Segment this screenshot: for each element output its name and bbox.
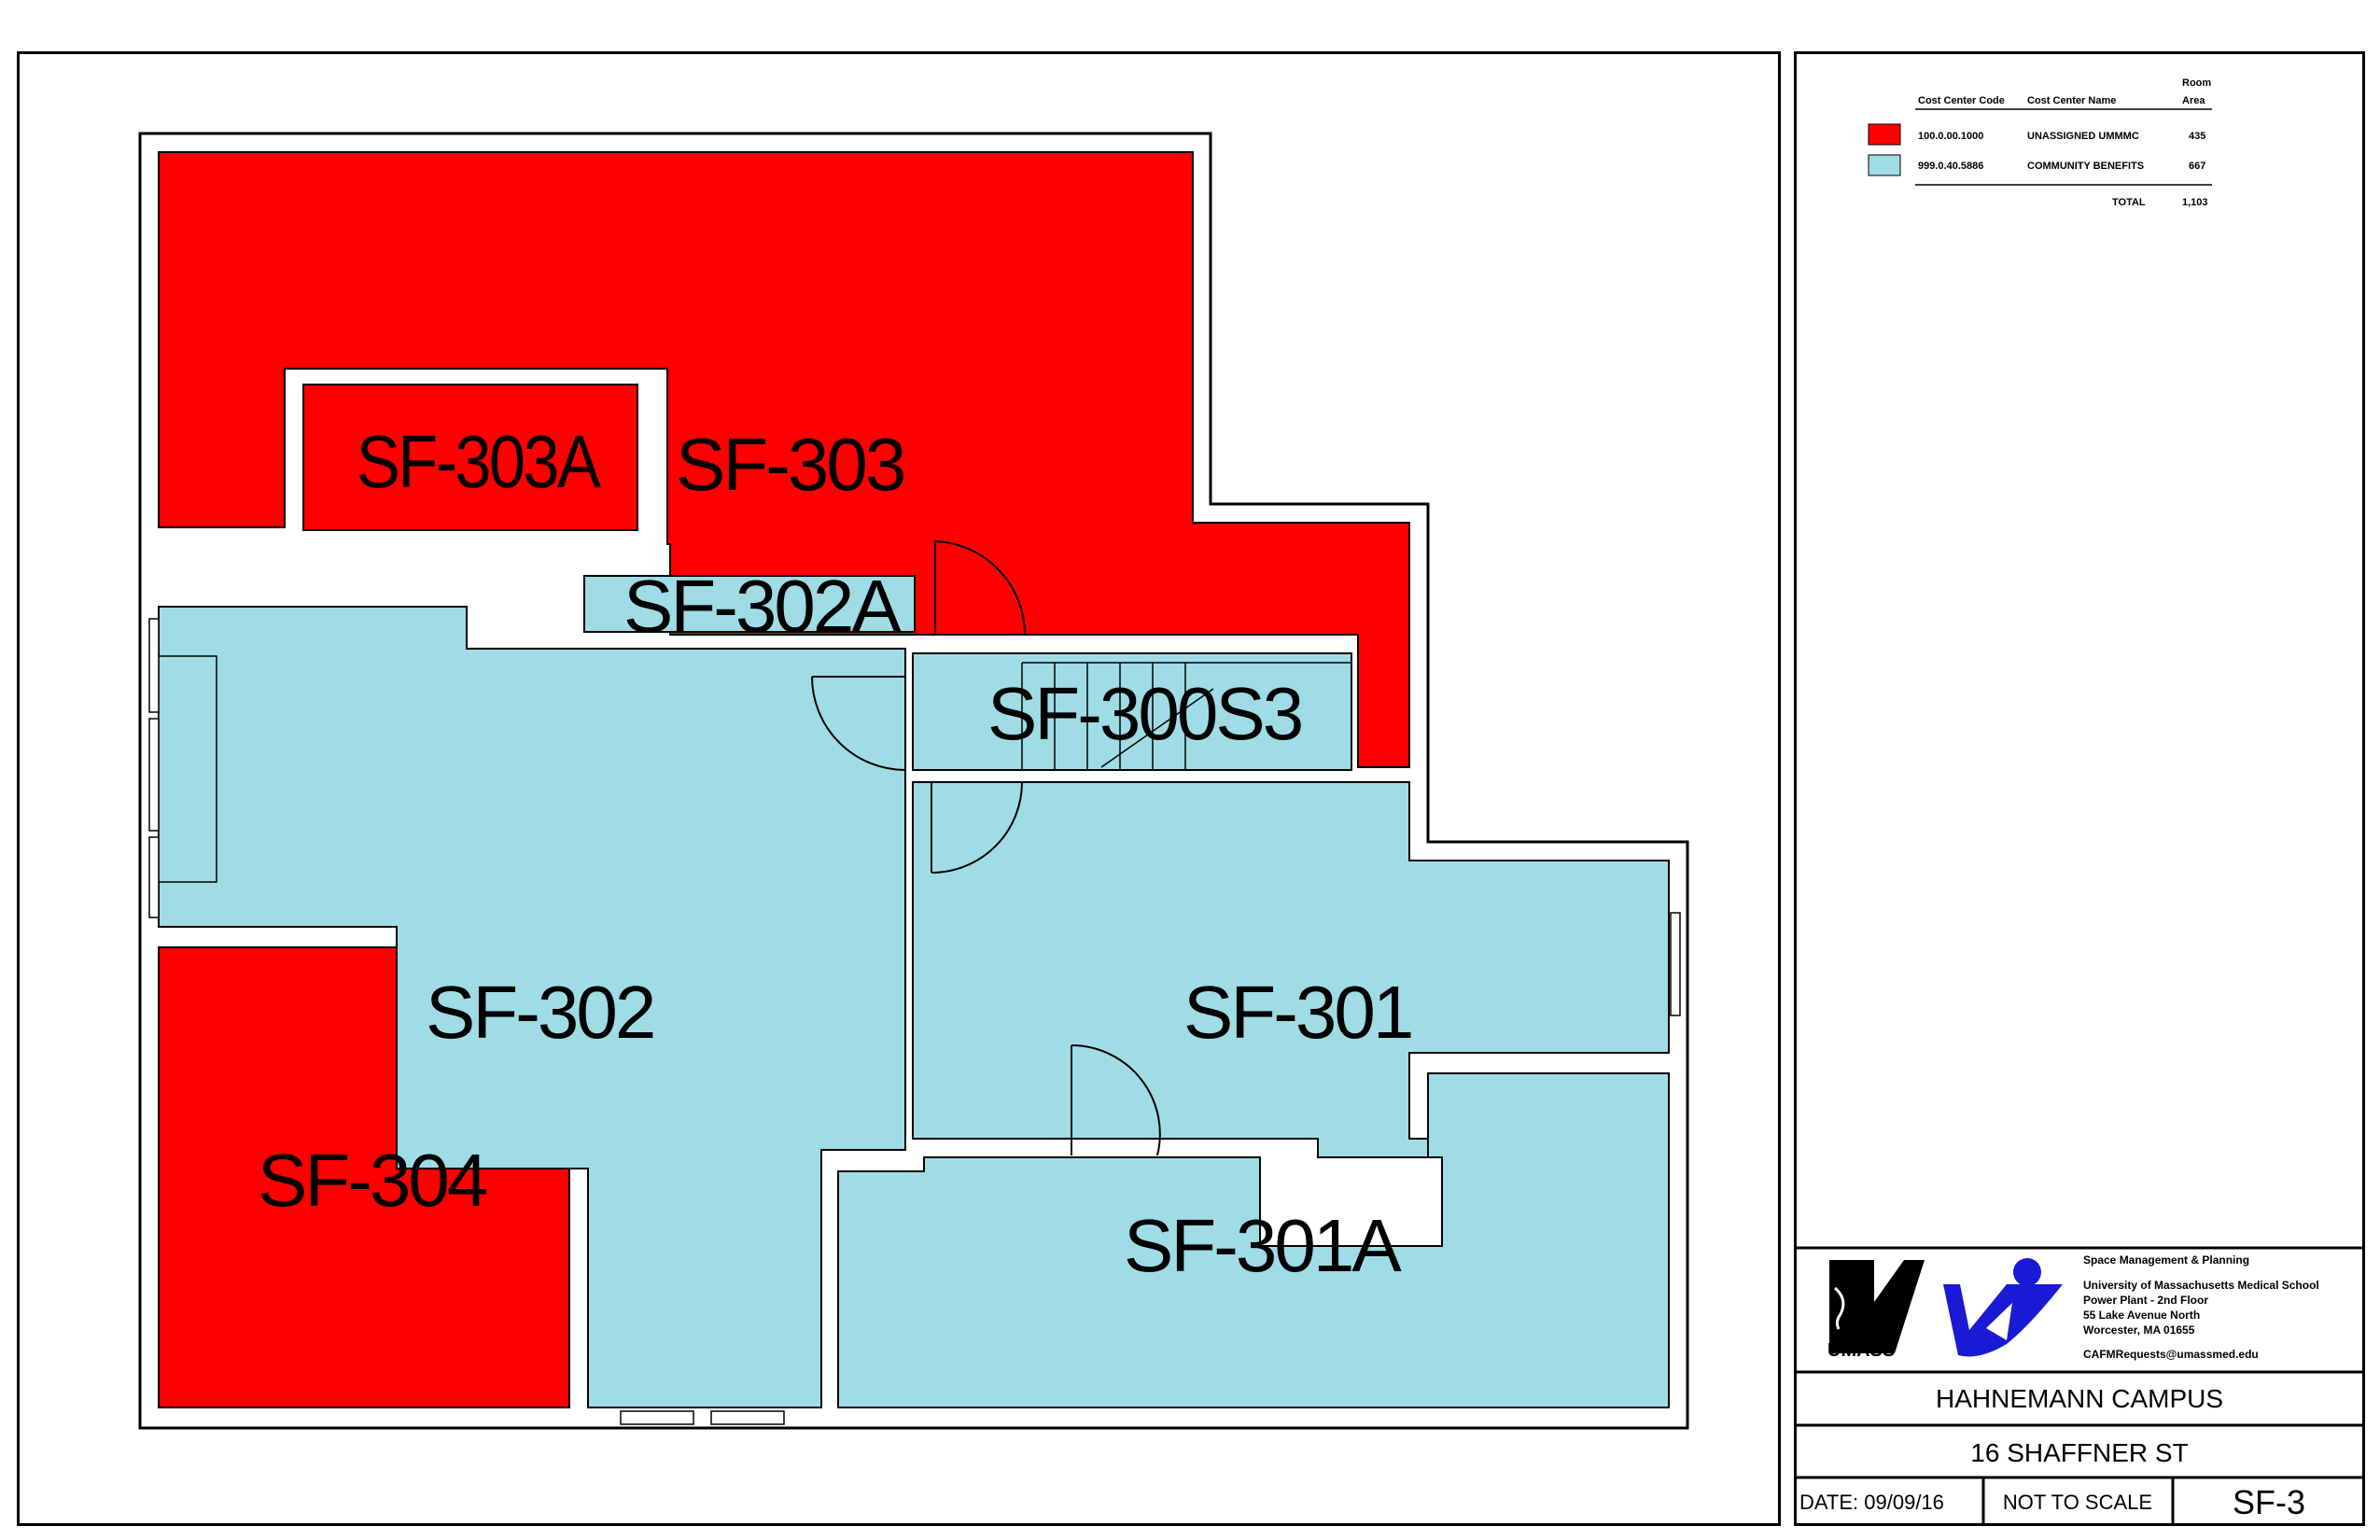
- legend-area-2: 667: [2189, 161, 2205, 172]
- org-line2: Power Plant - 2nd Floor: [2083, 1294, 2208, 1307]
- umass-logo-text: UMASS: [1827, 1340, 1895, 1361]
- legend-code-1: 100.0.00.1000: [1918, 131, 1983, 142]
- legend-total-value: 1,103: [2182, 197, 2208, 208]
- room-label-sf-302a: SF-302A: [623, 565, 902, 648]
- org-line3: 55 Lake Avenue North: [2083, 1309, 2200, 1322]
- legend-header-code: Cost Center Code: [1918, 95, 2005, 106]
- sf-302-closet: [158, 655, 217, 883]
- medical-school-logo: [1943, 1258, 2063, 1357]
- room-label-sf-304: SF-304: [258, 1139, 487, 1222]
- room-sf-301a[interactable]: [837, 1072, 1670, 1408]
- sidebar-frame: [1794, 51, 2365, 1526]
- room-label-sf-300s3: SF-300S3: [987, 672, 1301, 755]
- room-label-sf-303: SF-303: [676, 423, 903, 506]
- room-label-sf-301: SF-301: [1183, 971, 1411, 1054]
- room-label-sf-301a: SF-301A: [1124, 1204, 1402, 1287]
- org-dept: Space Management & Planning: [2083, 1253, 2249, 1267]
- campus-title: HAHNEMANN CAMPUS: [1936, 1384, 2223, 1413]
- legend-name-2: COMMUNITY BENEFITS: [2027, 161, 2144, 172]
- drawing-scale: NOT TO SCALE: [2003, 1491, 2152, 1514]
- door-swings: [811, 540, 1161, 1156]
- room-sf-301[interactable]: [912, 781, 1670, 1158]
- room-sf-300s3[interactable]: [912, 652, 1352, 771]
- stair-treads: [1021, 662, 1351, 770]
- legend-swatch-red: [1868, 123, 1901, 146]
- legend-header-area-1: Room: [2182, 77, 2211, 89]
- room-label-sf-302: SF-302: [426, 971, 653, 1054]
- room-label-sf-303a: SF-303A: [357, 420, 602, 503]
- room-sf-303a[interactable]: [302, 384, 638, 531]
- title-block: UMASS Space Management & Planning Univer…: [1794, 1246, 2365, 1526]
- drawing-date: DATE: 09/09/16: [1799, 1491, 1944, 1514]
- legend-header-area-2: Area: [2182, 95, 2205, 106]
- room-sf-302[interactable]: [158, 606, 906, 1408]
- legend-name-1: UNASSIGNED UMMMC: [2027, 131, 2139, 142]
- org-line1: University of Massachusetts Medical Scho…: [2083, 1279, 2319, 1292]
- org-email[interactable]: CAFMRequests@umassmed.edu: [2083, 1348, 2259, 1361]
- legend-header-name: Cost Center Name: [2027, 95, 2116, 106]
- org-line4: Worcester, MA 01655: [2083, 1323, 2195, 1337]
- umass-logo: UMASS: [1827, 1260, 1925, 1361]
- sheet-number: SF-3: [2233, 1483, 2305, 1521]
- legend-area-1: 435: [2189, 131, 2205, 142]
- legend-swatch-blue: [1868, 154, 1901, 176]
- room-sf-303[interactable]: [158, 151, 1410, 768]
- legend-code-2: 999.0.40.5886: [1918, 161, 1983, 172]
- cost-center-legend: Room Cost Center Code Cost Center Name A…: [1868, 77, 2212, 208]
- windows: [148, 618, 1681, 1425]
- legend-total-label: TOTAL: [2112, 197, 2146, 208]
- address-title: 16 SHAFFNER ST: [1970, 1438, 2188, 1467]
- room-sf-302a[interactable]: [583, 575, 916, 633]
